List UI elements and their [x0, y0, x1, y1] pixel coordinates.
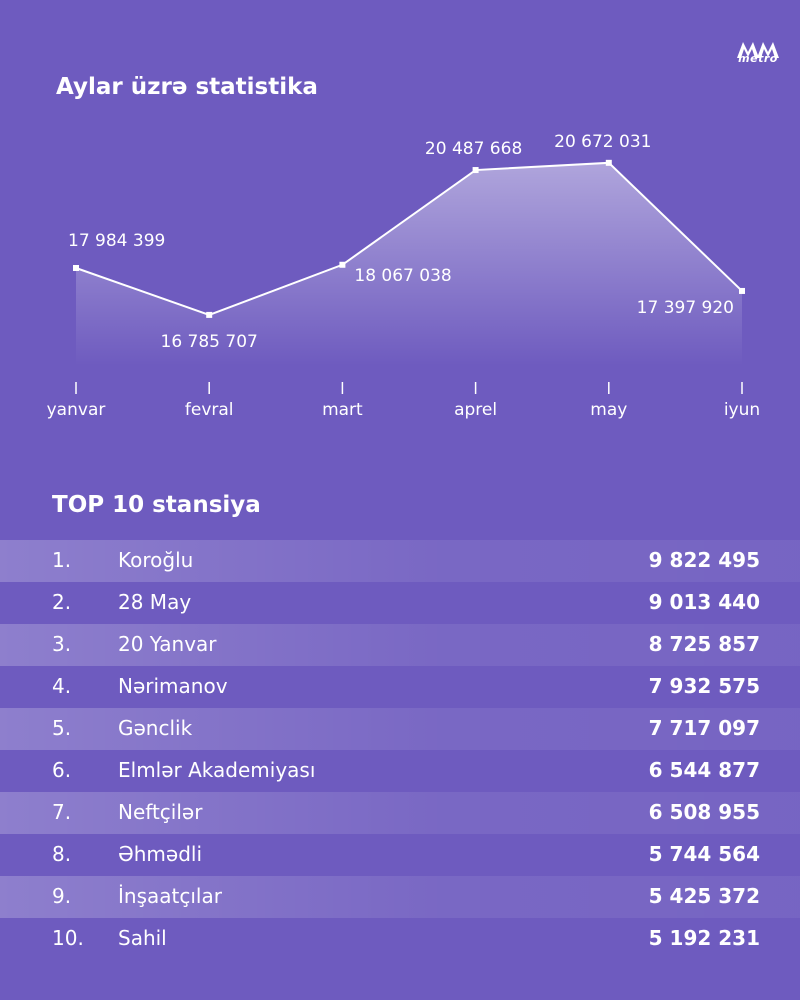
- row-rank: 7.: [52, 800, 72, 824]
- row-rank: 3.: [52, 632, 72, 656]
- table-row: 9. İnşaatçılar 5 425 372: [0, 876, 800, 918]
- table-title: TOP 10 stansiya: [52, 492, 261, 518]
- row-station-name: 20 Yanvar: [118, 632, 217, 656]
- row-passenger-count: 7 717 097: [648, 716, 760, 740]
- row-rank: 8.: [52, 842, 72, 866]
- data-label: 20 487 668: [425, 139, 522, 159]
- row-station-name: Gənclik: [118, 716, 193, 740]
- data-label: 17 397 920: [637, 298, 734, 318]
- row-passenger-count: 7 932 575: [648, 674, 760, 698]
- table-row: 3. 20 Yanvar 8 725 857: [0, 624, 800, 666]
- row-station-name: 28 May: [118, 590, 192, 614]
- x-tick-label: may: [590, 400, 627, 420]
- x-tick-label: iyun: [724, 400, 760, 420]
- x-tick-label: yanvar: [47, 400, 106, 420]
- row-rank: 6.: [52, 758, 72, 782]
- row-rank: 4.: [52, 674, 72, 698]
- data-label: 20 672 031: [554, 132, 651, 152]
- table-row: 8. Əhmədli 5 744 564: [0, 834, 800, 876]
- data-point: [472, 167, 479, 174]
- table-row: 10. Sahil 5 192 231: [0, 918, 800, 960]
- row-station-name: Sahil: [118, 926, 167, 950]
- row-passenger-count: 5 425 372: [648, 884, 760, 908]
- row-rank: 1.: [52, 548, 72, 572]
- row-passenger-count: 5 744 564: [648, 842, 760, 866]
- row-station-name: Elmlər Akademiyası: [118, 758, 316, 782]
- table-row: 4. Nərimanov 7 932 575: [0, 666, 800, 708]
- row-rank: 9.: [52, 884, 72, 908]
- table-row: 7. Neftçilər 6 508 955: [0, 792, 800, 834]
- chart-title: Aylar üzrə statistika: [56, 74, 318, 100]
- row-passenger-count: 9 822 495: [648, 548, 760, 572]
- table-row: 2. 28 May 9 013 440: [0, 582, 800, 624]
- data-label: 18 067 038: [354, 266, 451, 286]
- x-tick-label: fevral: [185, 400, 234, 420]
- row-passenger-count: 5 192 231: [648, 926, 760, 950]
- row-station-name: Nərimanov: [118, 674, 228, 698]
- data-point: [605, 159, 612, 166]
- table-row: 6. Elmlər Akademiyası 6 544 877: [0, 750, 800, 792]
- series-line: [75, 161, 743, 316]
- x-tick-label: mart: [322, 400, 363, 420]
- metro-logo-icon: [737, 42, 779, 58]
- data-point: [73, 265, 79, 272]
- row-station-name: Əhmədli: [118, 842, 203, 866]
- row-rank: 2.: [52, 590, 72, 614]
- row-rank: 5.: [52, 716, 72, 740]
- row-passenger-count: 9 013 440: [648, 590, 760, 614]
- logo-text: metro: [738, 52, 778, 65]
- row-rank: 10.: [52, 926, 84, 950]
- data-label: 17 984 399: [68, 231, 165, 251]
- x-tick-label: aprel: [454, 400, 497, 420]
- row-station-name: İnşaatçılar: [118, 884, 222, 908]
- data-label: 16 785 707: [161, 332, 258, 352]
- area-fill: [76, 162, 742, 366]
- data-point: [206, 311, 213, 318]
- data-point: [739, 287, 745, 294]
- top-stations-table: 1. Koroğlu 9 822 495 2. 28 May 9 013 440…: [0, 540, 800, 960]
- row-station-name: Koroğlu: [118, 548, 194, 572]
- monthly-area-chart: 17 984 399 16 785 707 18 067 038 20 487 668…: [47, 132, 761, 420]
- table-row: 5. Gənclik 7 717 097: [0, 708, 800, 750]
- data-point: [339, 261, 346, 268]
- table-row: 1. Koroğlu 9 822 495: [0, 540, 800, 582]
- row-passenger-count: 8 725 857: [648, 632, 760, 656]
- row-station-name: Neftçilər: [118, 800, 203, 824]
- row-passenger-count: 6 544 877: [648, 758, 760, 782]
- row-passenger-count: 6 508 955: [648, 800, 760, 824]
